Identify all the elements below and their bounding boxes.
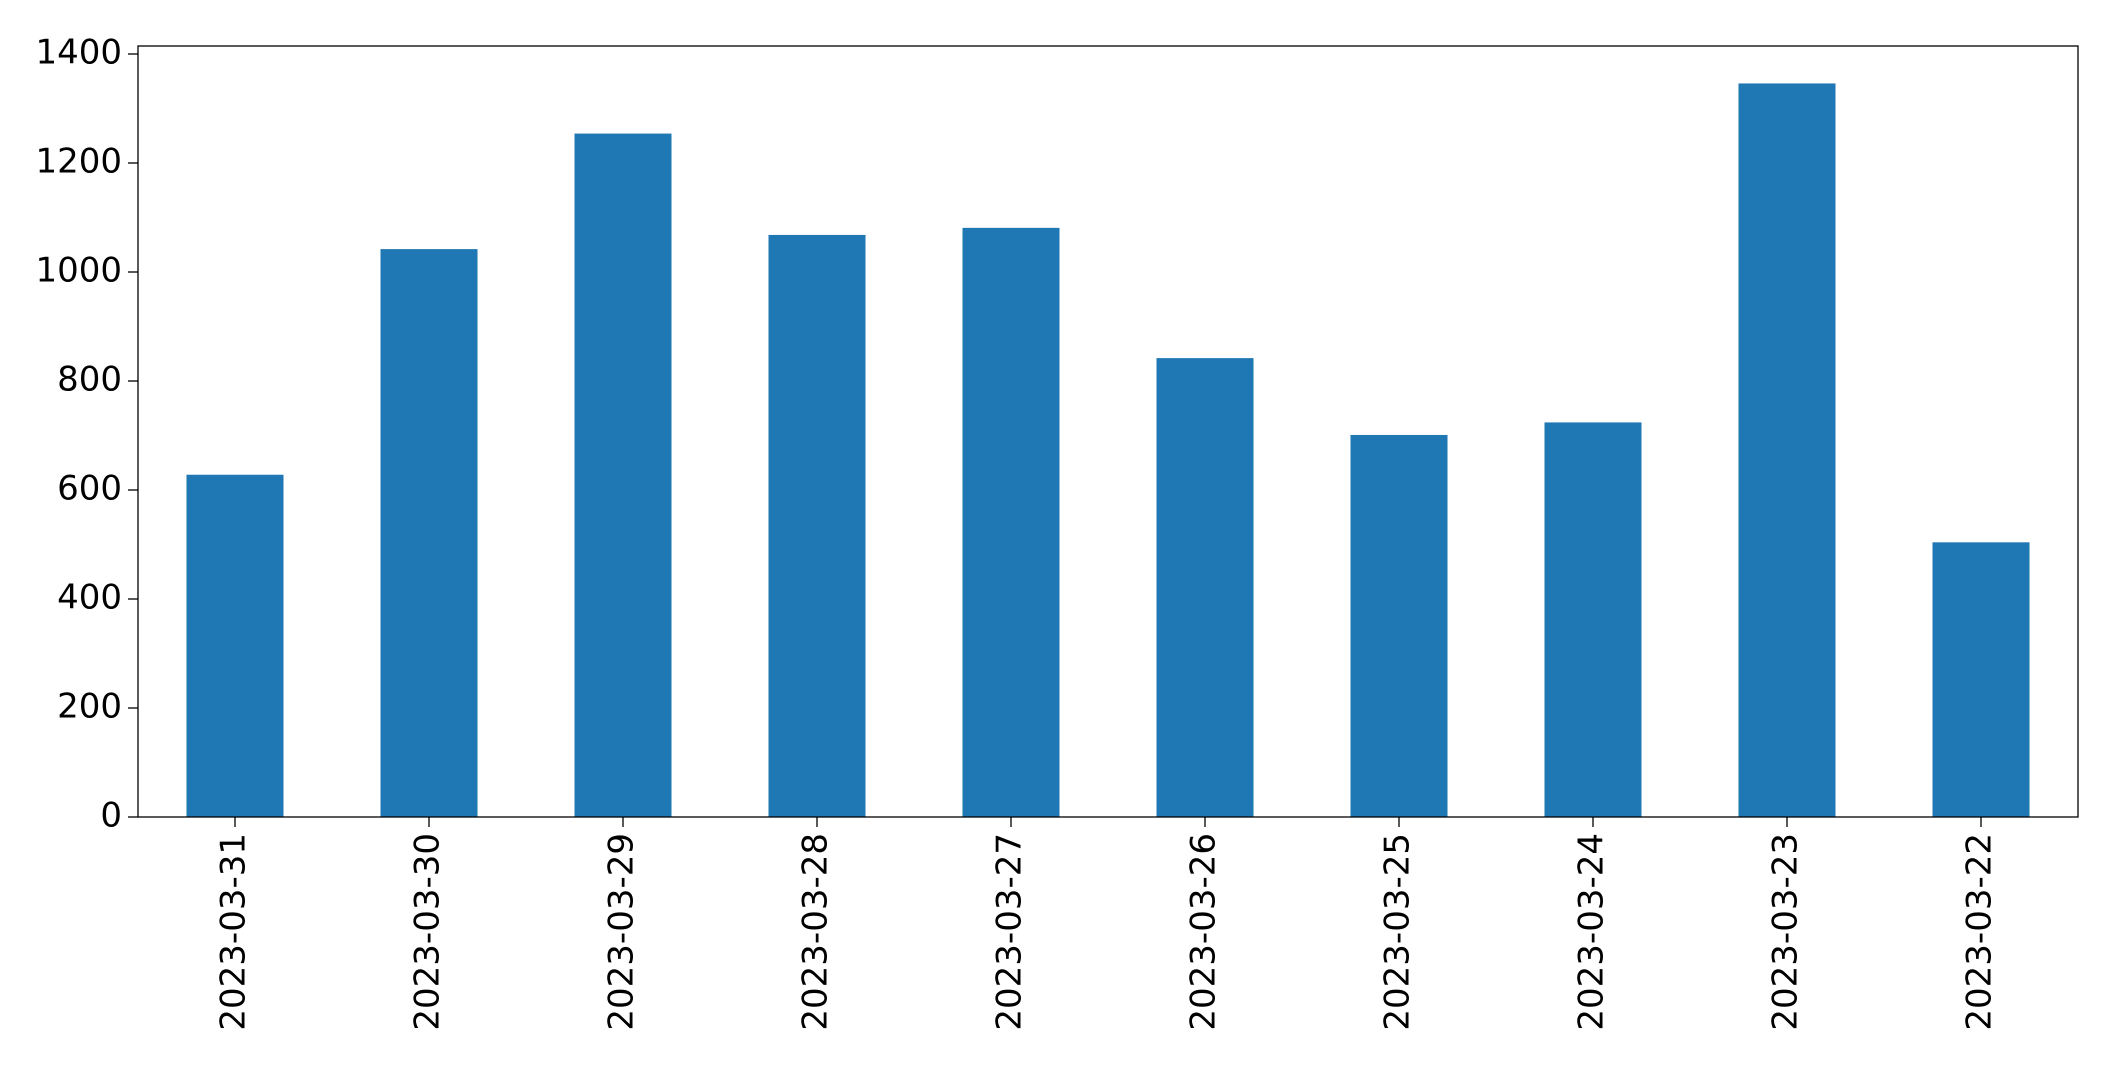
bar-2023-03-29 xyxy=(574,133,672,817)
plot-frame xyxy=(137,45,2079,818)
bar-2023-03-30 xyxy=(380,249,478,818)
x-tick-label: 2023-03-24 xyxy=(1572,833,1612,1031)
x-axis: 2023-03-31 2023-03-30 2023-03-29 2023-03-28… xyxy=(214,817,2000,1031)
y-tick-label: 600 xyxy=(57,469,122,509)
x-tick-label: 2023-03-28 xyxy=(796,833,836,1031)
x-tick-label: 2023-03-27 xyxy=(990,833,1030,1031)
x-tick-label: 2023-03-26 xyxy=(1184,833,1224,1031)
x-tick-label: 2023-03-31 xyxy=(214,833,254,1031)
y-tick-label: 1400 xyxy=(35,33,122,73)
x-tick-label: 2023-03-23 xyxy=(1766,833,1806,1031)
x-tick-label: 2023-03-29 xyxy=(602,833,642,1031)
y-tick-label: 1200 xyxy=(35,142,122,182)
x-tick-label: 2023-03-22 xyxy=(1960,833,2000,1031)
bar-2023-03-23 xyxy=(1738,83,1836,818)
y-tick-label: 0 xyxy=(100,796,122,836)
y-tick-label: 800 xyxy=(57,360,122,400)
x-tick-label: 2023-03-30 xyxy=(408,833,448,1031)
bars-layer xyxy=(186,83,2030,818)
bar-2023-03-31 xyxy=(186,474,284,817)
y-axis: 0 200 400 600 800 1000 1200 1400 xyxy=(35,33,138,836)
y-tick-label: 200 xyxy=(57,687,122,727)
bar-2023-03-24 xyxy=(1544,422,1642,817)
bar-2023-03-27 xyxy=(962,227,1060,818)
x-tick-label: 2023-03-25 xyxy=(1378,833,1418,1031)
bar-2023-03-22 xyxy=(1932,542,2030,817)
bar-2023-03-28 xyxy=(768,234,866,817)
bar-2023-03-26 xyxy=(1156,358,1254,817)
y-tick-label: 400 xyxy=(57,578,122,618)
y-tick-label: 1000 xyxy=(35,251,122,291)
bar-2023-03-25 xyxy=(1350,434,1448,817)
